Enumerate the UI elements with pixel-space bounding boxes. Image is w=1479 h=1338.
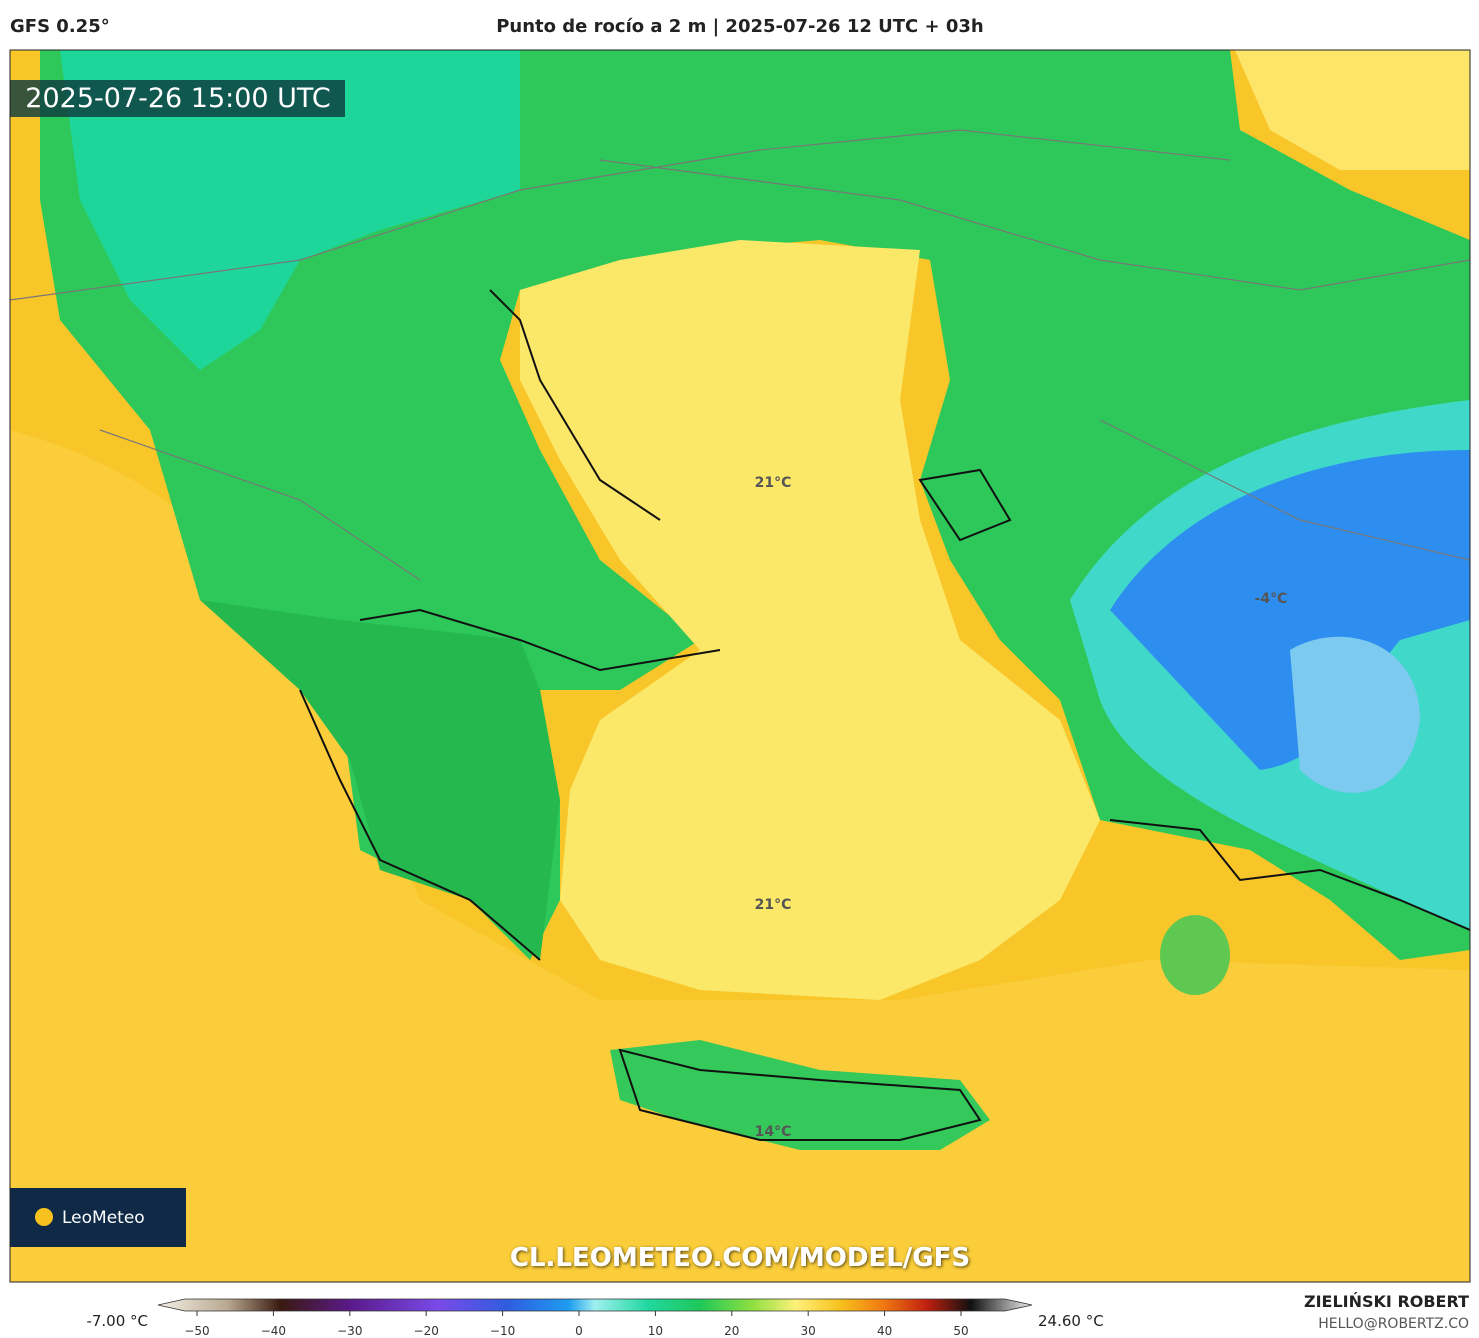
colorbar-ticks: −50 −40 −30 −20 −10 0 10 20 30 40 50 xyxy=(184,1311,969,1338)
author: ZIELIŃSKI ROBERT xyxy=(1304,1292,1469,1311)
logo-sun xyxy=(35,1208,53,1226)
url: CL.LEOMETEO.COM/MODEL/GFS xyxy=(510,1243,970,1273)
aegean-moist xyxy=(520,240,1100,1000)
colorbar-tick-label: 10 xyxy=(648,1324,663,1338)
colorbar-tick-label: −50 xyxy=(184,1324,209,1338)
colorbar-tick-label: −30 xyxy=(337,1324,362,1338)
map-title: Punto de rocío a 2 m | 2025-07-26 12 UTC… xyxy=(496,16,984,37)
map-label: 21°C xyxy=(755,897,792,913)
logo-text: LeoMeteo xyxy=(62,1208,145,1228)
black-sea-zone xyxy=(1235,50,1470,170)
colorbar-tick-label: −40 xyxy=(261,1324,286,1338)
timestamp-box xyxy=(10,80,345,117)
crete-zone xyxy=(610,1040,990,1150)
colorbar-tick-label: 50 xyxy=(953,1324,968,1338)
rhodes-zone xyxy=(1160,915,1230,995)
map-frame xyxy=(9,49,1471,1283)
peloponnese-zone xyxy=(200,600,560,960)
colorbar-tick-label: 20 xyxy=(724,1324,739,1338)
coastline xyxy=(299,289,1470,1141)
colorbar-tick-label: −10 xyxy=(490,1324,515,1338)
timestamp: 2025-07-26 15:00 UTC xyxy=(25,83,330,114)
colorbar-tick-label: 40 xyxy=(877,1324,892,1338)
map-label: -4°C xyxy=(1255,591,1288,607)
dry-patch xyxy=(1290,636,1420,793)
colorbar-tick-label: −20 xyxy=(414,1324,439,1338)
sea-band xyxy=(10,430,1470,1282)
map: 21°C 21°C -4°C 14°C 2025-07-26 15:00 UTC… xyxy=(10,50,1470,1282)
map-label: 14°C xyxy=(755,1124,792,1140)
colorbar-max: 24.60 °C xyxy=(1038,1312,1104,1330)
map-label: 21°C xyxy=(755,475,792,491)
cool-zone xyxy=(60,50,520,370)
contact: HELLO@ROBERTZ.CO xyxy=(1318,1316,1469,1332)
colorbar-tick-label: 0 xyxy=(575,1324,583,1338)
colorbar xyxy=(157,1298,1033,1312)
colorbar-tick-label: 30 xyxy=(801,1324,816,1338)
colorbar-min: -7.00 °C xyxy=(86,1312,148,1330)
model-name: GFS 0.25° xyxy=(10,16,110,37)
very-dry-zone xyxy=(1110,450,1470,770)
borders xyxy=(10,129,1470,581)
